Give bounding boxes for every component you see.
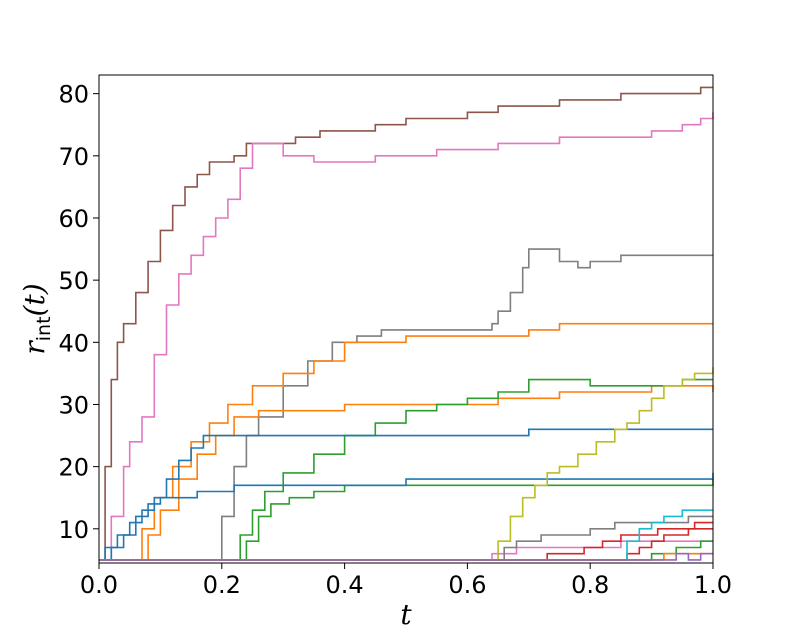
y-tick-label: 50	[58, 267, 89, 295]
series-line-10	[99, 367, 714, 561]
series-line-11	[99, 540, 713, 561]
x-axis: 0.0 0.2 0.4 0.6 0.8 1.0	[80, 563, 732, 599]
series-line-6	[99, 378, 713, 561]
series-line-18	[99, 552, 713, 561]
x-tick-label: 0.6	[448, 571, 486, 599]
y-tick-label: 20	[58, 454, 89, 482]
y-tick-label: 30	[58, 391, 89, 419]
y-tick-label: 60	[58, 205, 89, 233]
x-tick-label: 0.8	[571, 571, 609, 599]
x-tick-label: 0.4	[326, 571, 364, 599]
series-line-5	[99, 385, 714, 561]
y-tick-label: 80	[58, 81, 89, 109]
series-layer	[99, 86, 714, 561]
series-line-17	[99, 552, 713, 561]
series-line-4	[99, 322, 713, 561]
plot-frame	[98, 74, 714, 564]
x-tick-label: 0.0	[80, 571, 118, 599]
series-line-1	[99, 86, 713, 561]
x-axis-label: t	[400, 598, 412, 631]
x-tick-label: 0.2	[203, 571, 241, 599]
series-line-8	[99, 428, 713, 561]
series-line-13	[99, 521, 713, 561]
series-line-2	[99, 112, 714, 561]
series-line-15	[99, 509, 713, 561]
y-axis-label-suffix: (t)	[18, 283, 51, 316]
series-line-9	[99, 472, 714, 561]
x-tick-label: 1.0	[694, 571, 732, 599]
y-axis-label-subscript: int	[33, 316, 55, 341]
y-tick-label: 70	[58, 143, 89, 171]
y-tick-label: 10	[58, 516, 89, 544]
series-line-12	[99, 515, 713, 561]
series-line-7	[99, 479, 714, 561]
y-axis-label: rint(t)	[18, 283, 55, 354]
y-axis: 10 20 30 40 50 60 70 80	[58, 81, 99, 544]
y-tick-label: 40	[58, 329, 89, 357]
y-axis-label-main: r	[18, 340, 51, 355]
